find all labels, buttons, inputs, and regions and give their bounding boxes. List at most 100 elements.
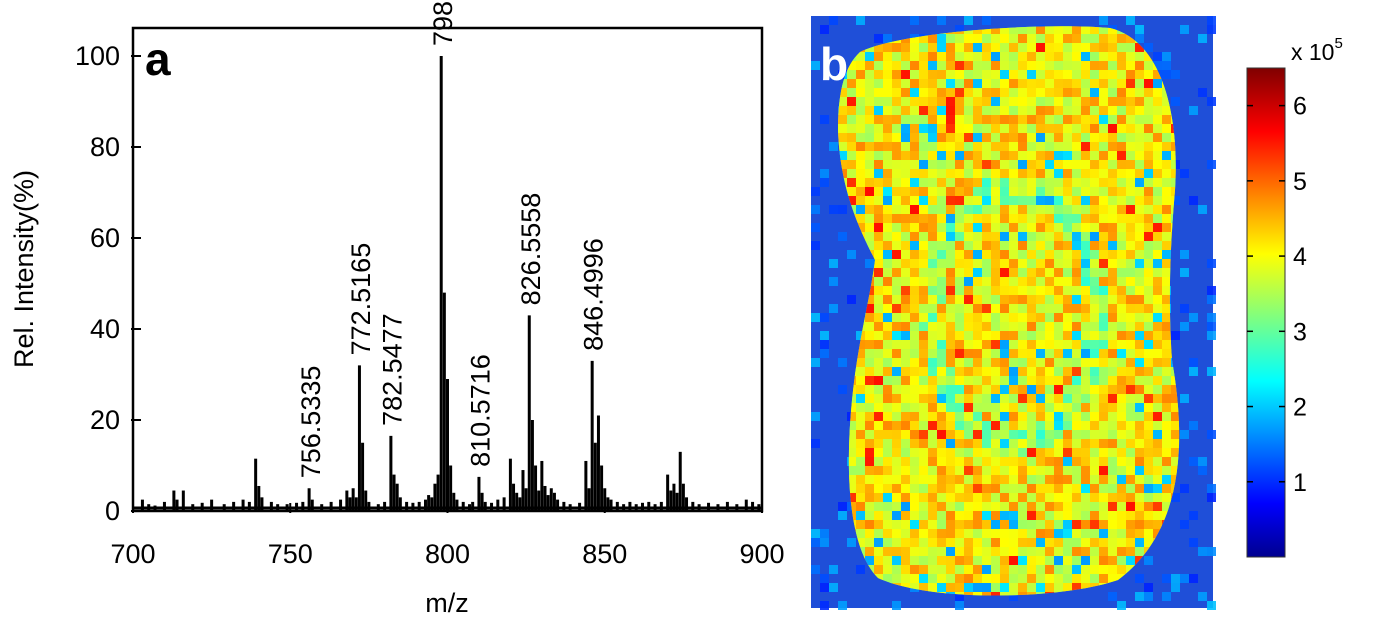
heatmap-cell — [1036, 196, 1045, 205]
heatmap-cell — [1126, 457, 1135, 466]
heatmap-cell — [1036, 322, 1045, 331]
heatmap-cell — [1009, 520, 1018, 529]
heatmap-cell — [1027, 26, 1036, 34]
heatmap-cell — [1036, 520, 1045, 529]
peak-label: 772.5165 — [346, 243, 376, 356]
heatmap-cell — [1000, 259, 1009, 268]
heatmap-cell — [1090, 421, 1099, 430]
heatmap-cell — [991, 97, 1000, 106]
heatmap-cell — [892, 511, 901, 520]
heatmap-cell — [1054, 313, 1063, 322]
heatmap-cell — [1135, 295, 1144, 304]
heatmap-cell — [1036, 43, 1045, 52]
heatmap-cell — [1108, 538, 1117, 547]
heatmap-cell — [982, 34, 991, 43]
colorbar-tick-label: 5 — [1293, 168, 1307, 196]
heatmap-cell — [1090, 61, 1099, 70]
heatmap-cell — [1063, 538, 1072, 547]
heatmap-cell — [928, 304, 937, 313]
background-cell — [1189, 457, 1198, 466]
heatmap-cell — [955, 349, 964, 358]
background-cell — [883, 34, 892, 43]
heatmap-cell — [1126, 277, 1135, 286]
heatmap-cell — [964, 52, 973, 61]
heatmap-cell — [1126, 196, 1135, 205]
heatmap-cell — [1081, 502, 1090, 511]
heatmap-cell — [1027, 376, 1036, 385]
heatmap-cell — [1054, 223, 1063, 232]
heatmap-cell — [919, 556, 928, 565]
heatmap-cell — [874, 502, 883, 511]
heatmap-cell — [1081, 439, 1090, 448]
heatmap-cell — [928, 538, 937, 547]
heatmap-cell — [1162, 439, 1171, 448]
heatmap-cell — [1117, 421, 1126, 430]
heatmap-cell — [865, 349, 874, 358]
heatmap-cell — [964, 556, 973, 565]
heatmap-cell — [1108, 547, 1117, 556]
heatmap-cell — [901, 277, 910, 286]
heatmap-cell — [919, 106, 928, 115]
heatmap-cell — [1135, 304, 1144, 313]
heatmap-cell — [865, 160, 874, 169]
heatmap-cell — [1153, 241, 1162, 250]
heatmap-cell — [892, 448, 901, 457]
heatmap-cell — [910, 538, 919, 547]
heatmap-cell — [1135, 457, 1144, 466]
heatmap-cell — [946, 331, 955, 340]
heatmap-cell — [1108, 259, 1117, 268]
heatmap-cell — [928, 331, 937, 340]
heatmap-cell — [1099, 457, 1108, 466]
heatmap-cell — [1054, 250, 1063, 259]
heatmap-cell — [1144, 376, 1153, 385]
heatmap-cell — [1099, 286, 1108, 295]
heatmap-cell — [1135, 358, 1144, 367]
heatmap-cell — [982, 70, 991, 79]
heatmap-cell — [919, 583, 928, 592]
heatmap-cell — [1000, 160, 1009, 169]
background-cell — [838, 601, 847, 610]
heatmap-cell — [1054, 187, 1063, 196]
heatmap-cell — [919, 286, 928, 295]
heatmap-cell — [1063, 214, 1072, 223]
heatmap-cell — [1009, 70, 1018, 79]
heatmap-cell — [1018, 250, 1027, 259]
heatmap-cell — [1063, 178, 1072, 187]
heatmap-cell — [1063, 583, 1072, 592]
heatmap-cell — [1072, 385, 1081, 394]
heatmap-cell — [1162, 457, 1171, 466]
heatmap-cell — [1045, 241, 1054, 250]
heatmap-cell — [1108, 214, 1117, 223]
heatmap-cell — [919, 520, 928, 529]
heatmap-cell — [1135, 232, 1144, 241]
heatmap-cell — [1126, 421, 1135, 430]
heatmap-cell — [1099, 493, 1108, 502]
heatmap-cell — [973, 88, 982, 97]
heatmap-cell — [973, 250, 982, 259]
heatmap-cell — [1063, 457, 1072, 466]
heatmap-cell — [910, 268, 919, 277]
heatmap-cell — [865, 313, 874, 322]
heatmap-cell — [1090, 259, 1099, 268]
heatmap-cell — [1081, 169, 1090, 178]
heatmap-cell — [901, 160, 910, 169]
heatmap-cell — [1036, 97, 1045, 106]
background-cell — [811, 439, 820, 448]
heatmap-cell — [964, 394, 973, 403]
heatmap-cell — [1126, 286, 1135, 295]
heatmap-cell — [1054, 556, 1063, 565]
background-cell — [1189, 106, 1198, 115]
heatmap-cell — [1117, 106, 1126, 115]
heatmap-cell — [874, 394, 883, 403]
heatmap-cell — [973, 160, 982, 169]
heatmap-cell — [1162, 223, 1171, 232]
heatmap-cell — [865, 295, 874, 304]
heatmap-cell — [1081, 61, 1090, 70]
background-cell — [811, 358, 820, 367]
background-cell — [820, 178, 829, 187]
heatmap-cell — [919, 313, 928, 322]
heatmap-cell — [1135, 250, 1144, 259]
heatmap-cell — [883, 313, 892, 322]
heatmap-cell — [1027, 79, 1036, 88]
heatmap-cell — [1153, 97, 1162, 106]
